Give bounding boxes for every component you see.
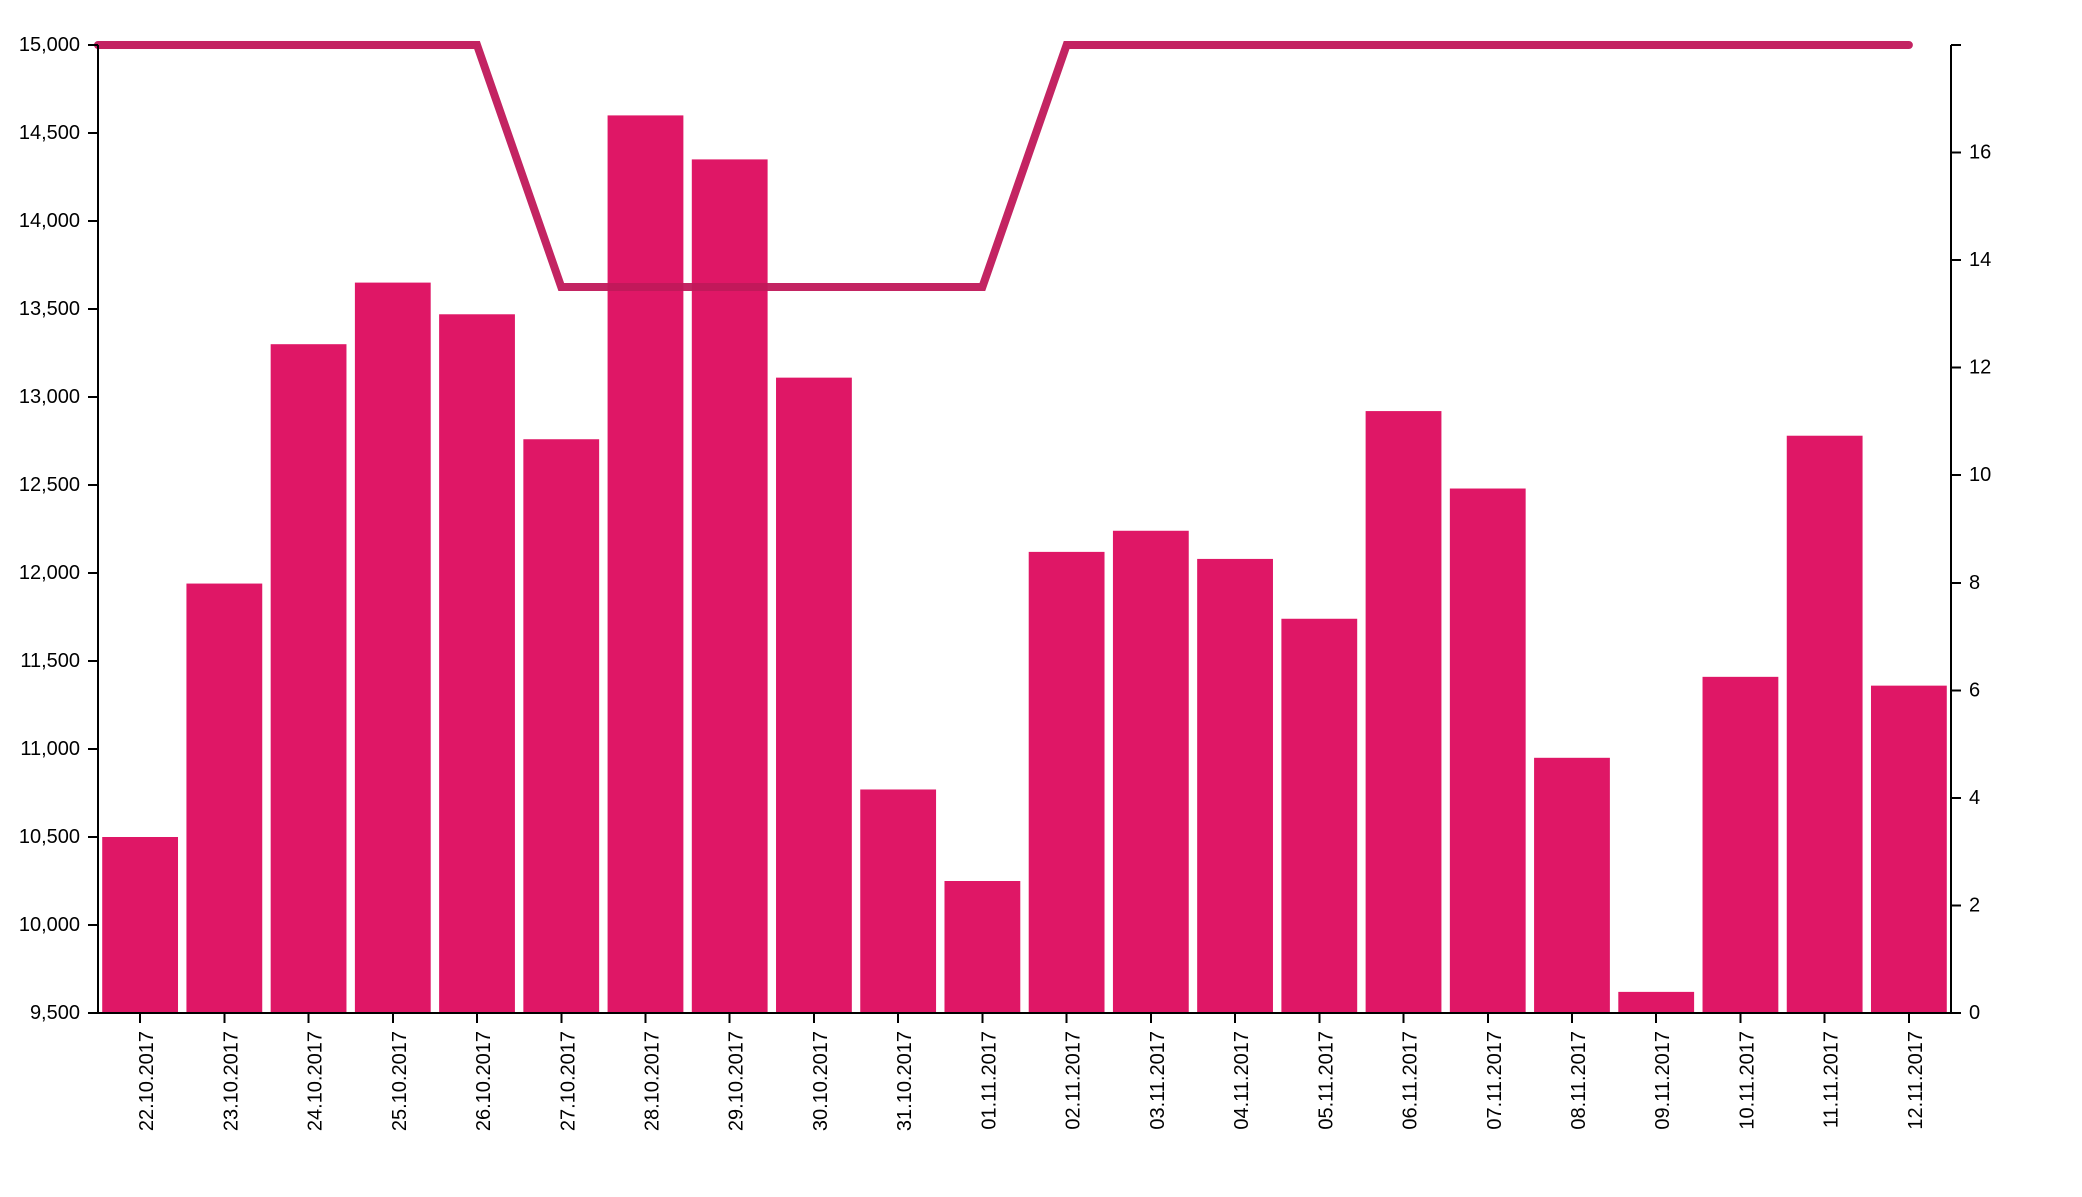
- bar-30.10.2017: [776, 377, 852, 1013]
- line-layer: [94, 41, 1913, 291]
- bar-05.11.2017: [1281, 618, 1358, 1013]
- left-y-axis: 9,500 10,000 10,500 11,000 11,500 12,000 12,50…: [19, 34, 99, 1024]
- bar-22.10.2017: [102, 837, 179, 1013]
- x-tick-label: 08.11.2017: [1568, 1031, 1590, 1130]
- x-tick-label: 02.11.2017: [1063, 1031, 1085, 1130]
- bar-09.11.2017: [1618, 991, 1695, 1013]
- left-tick-label: 13,000: [19, 386, 80, 408]
- right-tick-label: 8: [1969, 572, 1980, 594]
- bar-29.10.2017: [691, 159, 768, 1013]
- left-tick-label: 12,500: [19, 474, 80, 496]
- right-tick-label: 4: [1969, 787, 1980, 809]
- left-tick-label: 12,000: [19, 562, 80, 584]
- bar-10.11.2017: [1702, 676, 1779, 1013]
- x-tick-label: 28.10.2017: [641, 1031, 663, 1131]
- left-tick-label: 15,000: [19, 34, 80, 56]
- x-tick-label: 01.11.2017: [978, 1031, 1000, 1130]
- left-tick-label: 14,500: [19, 122, 80, 144]
- x-tick-label: 10.11.2017: [1736, 1031, 1758, 1130]
- x-tick-label: 22.10.2017: [136, 1031, 158, 1131]
- x-tick-label: 04.11.2017: [1231, 1031, 1253, 1130]
- x-tick-label: 11.11.2017: [1821, 1031, 1843, 1128]
- x-tick-label: 05.11.2017: [1315, 1031, 1337, 1130]
- x-tick-label: 09.11.2017: [1652, 1031, 1674, 1130]
- x-tick-label: 26.10.2017: [473, 1031, 495, 1131]
- bar-26.10.2017: [439, 314, 515, 1013]
- x-tick-label: 30.10.2017: [810, 1031, 832, 1131]
- bar-07.11.2017: [1449, 488, 1526, 1013]
- left-tick-label: 11,500: [20, 650, 80, 672]
- line-series: [94, 41, 1913, 291]
- x-tick-label: 29.10.2017: [726, 1031, 748, 1131]
- left-tick-label: 10,000: [19, 914, 80, 936]
- x-tick-label: 03.11.2017: [1147, 1031, 1169, 1130]
- right-tick-label: 0: [1969, 1002, 1980, 1024]
- right-tick-label: 6: [1969, 679, 1980, 701]
- x-tick-label: 31.10.2017: [894, 1031, 916, 1131]
- left-tick-label: 14,000: [19, 210, 80, 232]
- x-tick-label: 27.10.2017: [557, 1031, 579, 1131]
- right-tick-label: 12: [1969, 357, 1991, 379]
- bar-01.11.2017: [944, 881, 1021, 1013]
- bar-11.11.2017: [1786, 435, 1863, 1014]
- bar-02.11.2017: [1028, 551, 1105, 1013]
- bar-12.11.2017: [1870, 685, 1947, 1013]
- bar-28.10.2017: [607, 115, 684, 1013]
- right-tick-label: 14: [1969, 249, 1991, 271]
- bars-layer: [102, 115, 1947, 1014]
- right-tick-label: 10: [1969, 464, 1991, 486]
- bar-03.11.2017: [1112, 530, 1189, 1013]
- x-axis: 22.10.2017 23.10.2017 24.10.2017 25.10.2017…: [98, 1012, 1951, 1131]
- left-tick-label: 10,500: [19, 826, 80, 848]
- bar-24.10.2017: [270, 344, 347, 1013]
- bar-06.11.2017: [1365, 411, 1442, 1014]
- bar-08.11.2017: [1534, 757, 1610, 1013]
- x-tick-label: 25.10.2017: [389, 1031, 411, 1131]
- bar-25.10.2017: [354, 282, 431, 1014]
- bar-04.11.2017: [1197, 558, 1273, 1013]
- bar-23.10.2017: [186, 583, 263, 1013]
- right-tick-label: 16: [1969, 142, 1991, 164]
- x-tick-label: 24.10.2017: [305, 1031, 327, 1131]
- bar-27.10.2017: [523, 439, 600, 1013]
- x-tick-label: 12.11.2017: [1905, 1031, 1927, 1130]
- left-tick-label: 11,000: [20, 738, 80, 760]
- x-tick-label: 07.11.2017: [1484, 1031, 1506, 1130]
- right-tick-label: 2: [1969, 894, 1980, 916]
- bar-31.10.2017: [860, 789, 937, 1013]
- left-tick-label: 9,500: [30, 1002, 80, 1024]
- right-y-axis: 0 2 4 6 8 10 12 14 16: [1950, 44, 1991, 1024]
- x-tick-label: 06.11.2017: [1400, 1031, 1422, 1130]
- x-tick-label: 23.10.2017: [220, 1031, 242, 1131]
- left-tick-label: 13,500: [19, 298, 80, 320]
